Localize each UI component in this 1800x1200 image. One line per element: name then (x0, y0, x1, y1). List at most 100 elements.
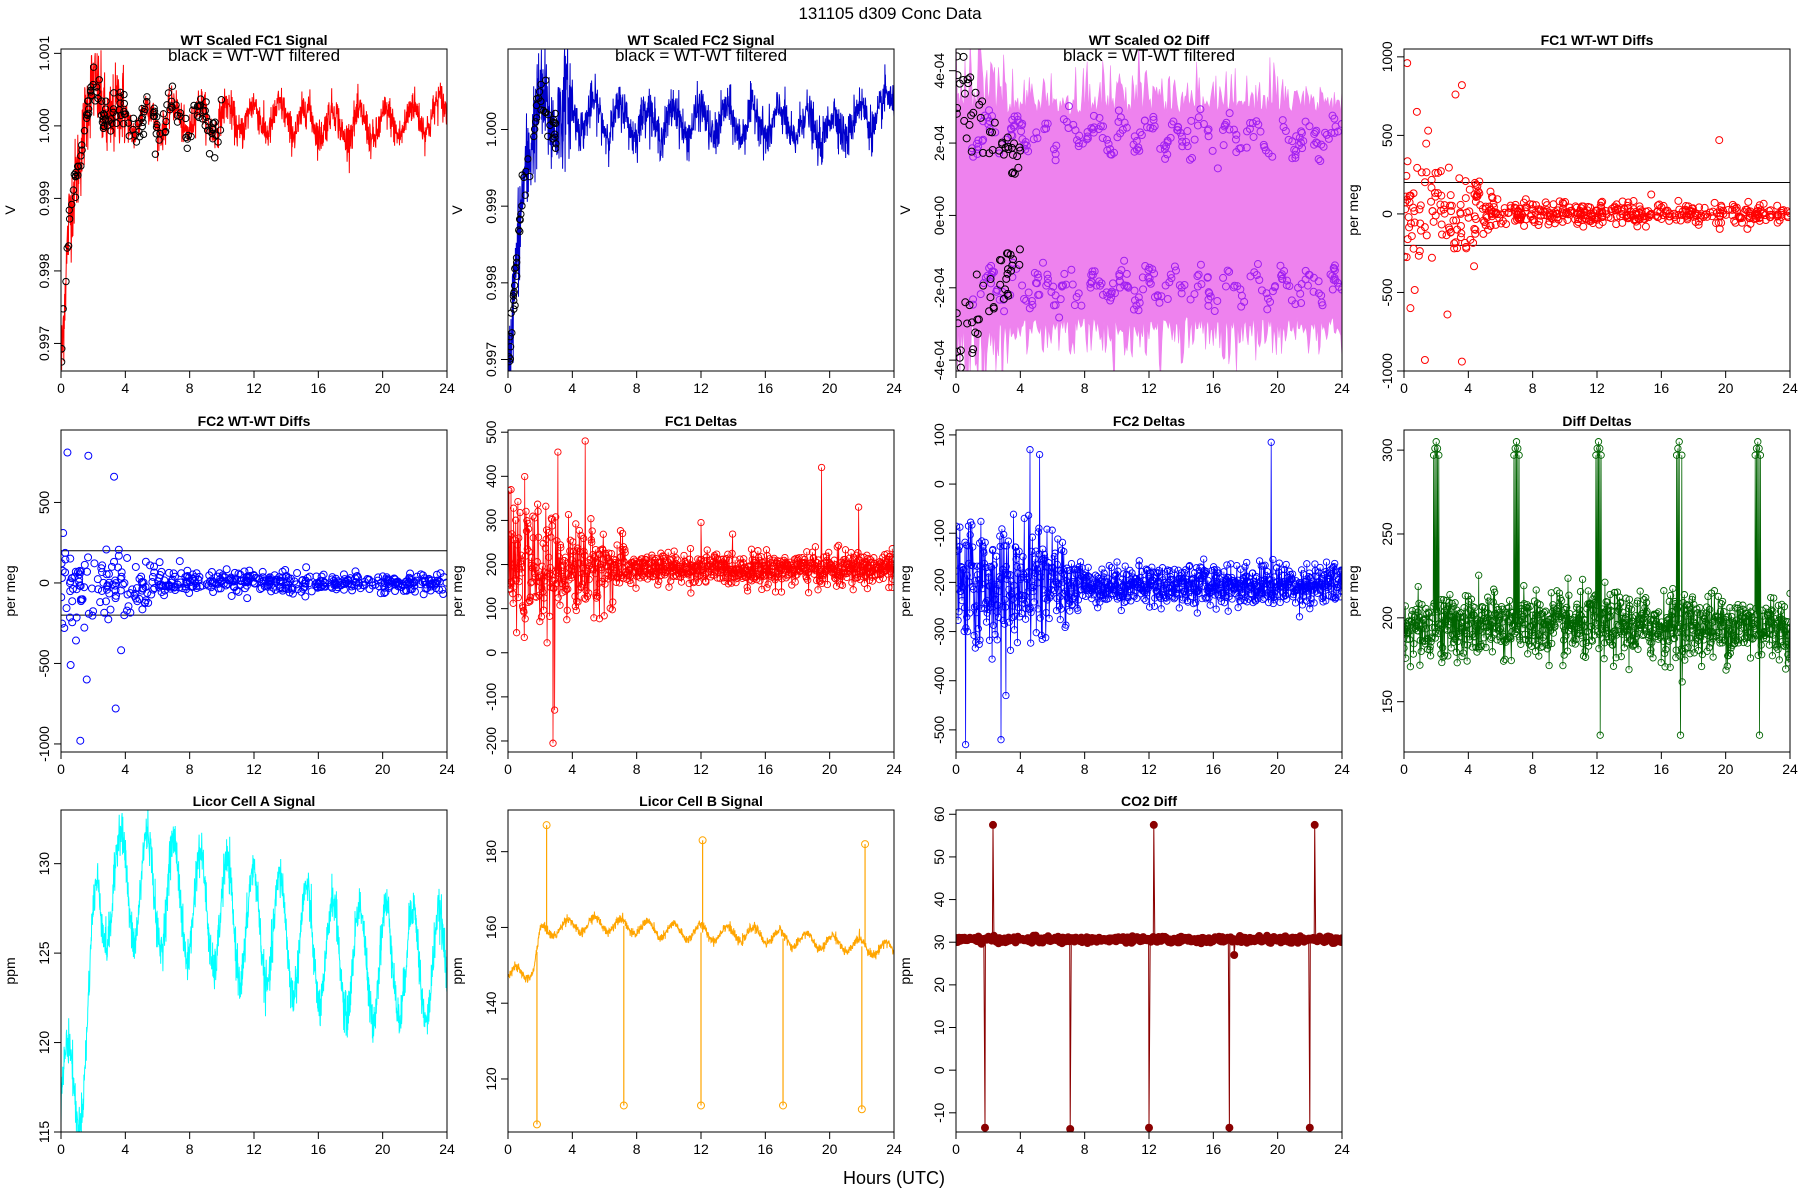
data-point (1161, 154, 1170, 163)
data-point (1140, 116, 1149, 125)
x-tick-label: 24 (1782, 761, 1798, 777)
data-point (1584, 587, 1592, 595)
data-point (1165, 278, 1174, 287)
data-point (540, 594, 548, 602)
x-tick-label: 20 (1718, 380, 1734, 396)
data-point (973, 571, 982, 579)
data-point (1243, 127, 1252, 136)
data-point (573, 544, 582, 552)
data-point (103, 582, 112, 591)
data-point (205, 150, 214, 158)
data-point (1759, 612, 1767, 620)
data-point (1134, 306, 1143, 315)
data-point (67, 574, 76, 583)
y-tick-label: 1.001 (36, 36, 52, 71)
data-point (1307, 573, 1315, 582)
data-point (580, 547, 588, 556)
data-point (1724, 651, 1733, 660)
data-point (80, 127, 89, 135)
plot-area (956, 820, 1342, 1132)
data-point (1460, 238, 1469, 247)
data-point (526, 597, 534, 606)
data-point (95, 76, 103, 84)
data-point (1190, 290, 1199, 299)
data-point (1333, 580, 1341, 589)
data-point (1404, 635, 1411, 643)
data-point (1045, 614, 1053, 623)
data-point (1175, 281, 1184, 290)
data-point (574, 598, 582, 606)
data-point (150, 562, 159, 571)
data-point (257, 577, 266, 586)
data-point (1481, 604, 1489, 612)
x-tick-label: 16 (311, 1141, 327, 1157)
data-point (1680, 591, 1689, 599)
data-point (677, 578, 686, 586)
data-point (1626, 211, 1635, 220)
x-tick-label: 24 (886, 380, 902, 396)
data-point (1051, 291, 1060, 300)
data-point (1074, 606, 1082, 615)
data-point (1115, 283, 1124, 292)
data-point (428, 579, 437, 588)
data-point (1143, 589, 1151, 597)
data-point (1451, 238, 1460, 247)
data-point (107, 127, 115, 135)
data-point (371, 580, 380, 589)
data-point (1613, 588, 1622, 596)
data-point (511, 301, 519, 310)
data-point (1443, 605, 1452, 613)
x-tick-label: 12 (693, 1141, 709, 1157)
data-point (1220, 599, 1229, 607)
data-point (627, 579, 635, 588)
x-tick-label: 8 (186, 761, 194, 777)
data-point (1682, 623, 1691, 631)
data-point (960, 565, 968, 573)
data-point (1505, 596, 1514, 605)
data-point (1003, 269, 1012, 278)
data-point (1752, 610, 1760, 618)
data-point (1177, 132, 1186, 141)
data-point (1272, 586, 1280, 595)
data-point (1732, 206, 1741, 215)
data-point (1555, 589, 1564, 597)
data-point (432, 570, 441, 579)
data-point (1030, 598, 1038, 606)
data-point (1417, 647, 1425, 656)
data-point (1215, 569, 1223, 577)
plot-area (1404, 438, 1790, 739)
data-point (529, 512, 537, 520)
x-tick-label: 20 (822, 1141, 838, 1157)
data-point (1122, 123, 1131, 132)
data-point (1560, 636, 1568, 644)
data-point (1639, 214, 1648, 223)
data-point (1592, 620, 1601, 628)
data-point (538, 584, 546, 592)
y-tick-label: -200 (931, 568, 947, 596)
data-point (875, 575, 884, 584)
data-point (1475, 189, 1484, 198)
panel-title: CO2 Diff (1121, 793, 1177, 809)
x-tick-label: 20 (1270, 761, 1286, 777)
data-point (1234, 603, 1242, 612)
data-point (1726, 604, 1734, 612)
data-point (208, 129, 216, 138)
data-point (1319, 593, 1328, 601)
data-point (720, 577, 729, 586)
data-point (1335, 282, 1342, 291)
data-point (1561, 614, 1570, 623)
data-point (1023, 598, 1031, 606)
data-point (883, 570, 892, 578)
data-point (956, 616, 962, 624)
data-point (1224, 607, 1232, 615)
data-point (1670, 209, 1679, 218)
data-point (995, 295, 1004, 304)
data-point (1769, 631, 1777, 639)
data-point (889, 564, 894, 572)
data-point (1336, 593, 1342, 601)
data-point (1422, 168, 1431, 177)
data-point (1739, 638, 1748, 647)
data-point (1616, 627, 1624, 636)
data-point (1015, 143, 1024, 152)
data-point (431, 580, 440, 589)
